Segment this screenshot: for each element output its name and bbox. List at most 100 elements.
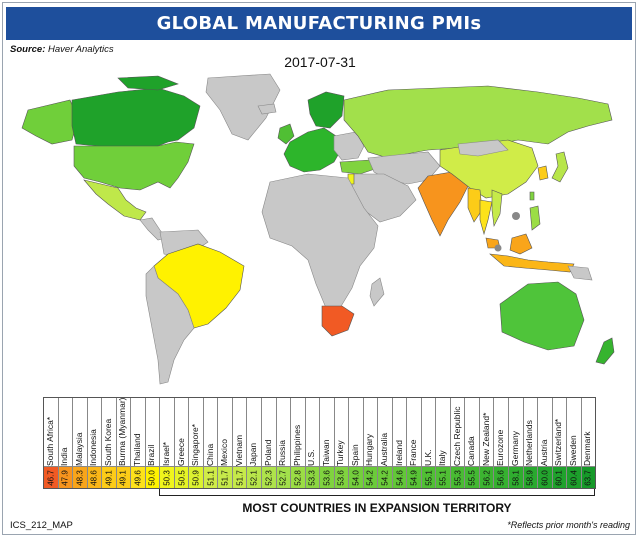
pmi-value: 46.7: [46, 469, 56, 486]
source-line: Source: Haver Analytics: [10, 44, 114, 55]
country-name: Taiwan: [320, 439, 331, 466]
source-text: Haver Analytics: [48, 44, 114, 55]
pmi-value: 52.8: [293, 469, 303, 486]
country-name: Switzerland*: [553, 418, 564, 466]
table-column: Brazil 50.0: [145, 398, 161, 488]
map-region-borneo: [509, 233, 533, 255]
country-name: Sweden: [567, 435, 578, 466]
map-region-scandinavia: [307, 91, 345, 129]
country-name: China: [204, 443, 215, 466]
map-region-south-america-west: [145, 265, 195, 385]
pmi-value-cell: 51.7: [232, 466, 247, 488]
title-banner: GLOBAL MANUFACTURING PMIs: [6, 7, 632, 40]
map-region-myanmar: [467, 187, 483, 223]
pmi-value: 56.6: [496, 469, 506, 486]
date-label: 2017-07-31: [284, 54, 356, 70]
country-name: Germany: [509, 431, 520, 466]
map-region-western-europe: [283, 127, 343, 173]
table-column: Singapore* 50.9: [189, 398, 204, 488]
pmi-value: 53.6: [322, 469, 332, 486]
country-name: Russia: [277, 440, 288, 466]
table-column: Poland 52.3: [261, 398, 277, 488]
country-name: Hungary: [364, 433, 375, 466]
country-name: South Korea: [102, 418, 113, 466]
pmi-value-cell: 60.4: [567, 466, 581, 488]
country-name: Canada: [466, 436, 477, 466]
pmi-value-cell: 51.7: [218, 466, 232, 488]
pmi-value: 60.4: [569, 469, 579, 486]
country-name: Netherlands: [524, 420, 535, 466]
pmi-value-cell: 49.6: [131, 466, 145, 488]
map-region-usa: [73, 141, 195, 191]
pmi-value-cell: 56.6: [494, 466, 508, 488]
map-region-papua-new-guinea: [567, 265, 593, 281]
pmi-value: 60.0: [540, 469, 550, 486]
pmi-value-cell: 53.3: [305, 466, 320, 488]
chart-code: ICS_212_MAP: [10, 520, 73, 531]
pmi-value: 55.1: [424, 469, 434, 486]
table-column: Netherlands 58.9: [523, 398, 539, 488]
map-region-thailand: [479, 199, 493, 236]
map-marker-hong-kong: [512, 212, 520, 220]
pmi-value-cell: 55.3: [450, 466, 465, 488]
table-column: Germany 58.1: [509, 398, 524, 488]
map-region-taiwan: [529, 191, 535, 201]
table-column: Greece 50.5: [174, 398, 190, 488]
pmi-value-cell: 58.1: [509, 466, 523, 488]
pmi-value-cell: 53.6: [320, 466, 334, 488]
pmi-value-cell: 48.3: [73, 466, 87, 488]
map-region-mongolia: [457, 139, 509, 157]
page-title: GLOBAL MANUFACTURING PMIs: [156, 13, 482, 34]
table-column: Philippines 52.8: [291, 398, 306, 488]
pmi-value-cell: 54.2: [378, 466, 392, 488]
country-name: India: [59, 447, 70, 466]
pmi-value: 50.3: [162, 469, 172, 486]
pmi-value: 54.2: [365, 469, 375, 486]
map-region-africa: [261, 173, 379, 309]
pmi-value: 52.7: [278, 469, 288, 486]
table-column: Turkey 53.6: [334, 398, 350, 488]
pmi-value: 60.1: [554, 469, 564, 486]
map-region-canada-islands: [117, 75, 179, 91]
pmi-value: 55.1: [438, 469, 448, 486]
pmi-value: 52.1: [249, 469, 259, 486]
pmi-value: 51.7: [235, 469, 245, 486]
pmi-value-cell: 46.7: [44, 466, 58, 488]
table-column: Taiwan 53.6: [320, 398, 335, 488]
country-name: Thailand: [131, 433, 142, 466]
map-region-turkey: [339, 159, 379, 175]
pmi-value-cell: 54.9: [407, 466, 421, 488]
pmi-value-cell: 55.1: [421, 466, 436, 488]
table-column: Japan 52.1: [247, 398, 262, 488]
map-region-uk: [277, 123, 295, 145]
country-name: Greece: [175, 438, 186, 466]
country-name: South Africa*: [44, 416, 55, 466]
pmi-value-cell: 50.0: [145, 466, 160, 488]
pmi-value: 51.7: [220, 469, 230, 486]
country-name: Malaysia: [73, 432, 84, 466]
pmi-value: 51.1: [206, 469, 216, 486]
country-name: Poland: [262, 439, 273, 466]
pmi-value-cell: 52.7: [276, 466, 291, 488]
table-column: Hungary 54.2: [363, 398, 379, 488]
table-column: Sweden 60.4: [567, 398, 582, 488]
map-region-iceland: [257, 103, 277, 115]
table-column: Canada 55.5: [465, 398, 480, 488]
map-region-russia: [343, 85, 613, 159]
pmi-value: 48.6: [89, 469, 99, 486]
pmi-value: 63.7: [583, 469, 593, 486]
pmi-value: 49.6: [133, 469, 143, 486]
country-name: Austria: [538, 439, 549, 466]
table-column: Indonesia 48.6: [87, 398, 103, 488]
map-marker-singapore: [494, 244, 502, 252]
country-name: Brazil: [146, 444, 157, 466]
country-name: U.K.: [422, 449, 433, 466]
pmi-value-cell: 50.3: [160, 466, 174, 488]
country-name: France: [408, 439, 419, 466]
map-region-greenland: [205, 73, 281, 141]
country-name: Denmark: [582, 431, 593, 466]
map-region-philippines: [529, 205, 541, 231]
pmi-value-cell: 48.6: [87, 466, 102, 488]
table-column: Italy 55.1: [436, 398, 451, 488]
expansion-label: MOST COUNTRIES IN EXPANSION TERRITORY: [242, 501, 512, 515]
